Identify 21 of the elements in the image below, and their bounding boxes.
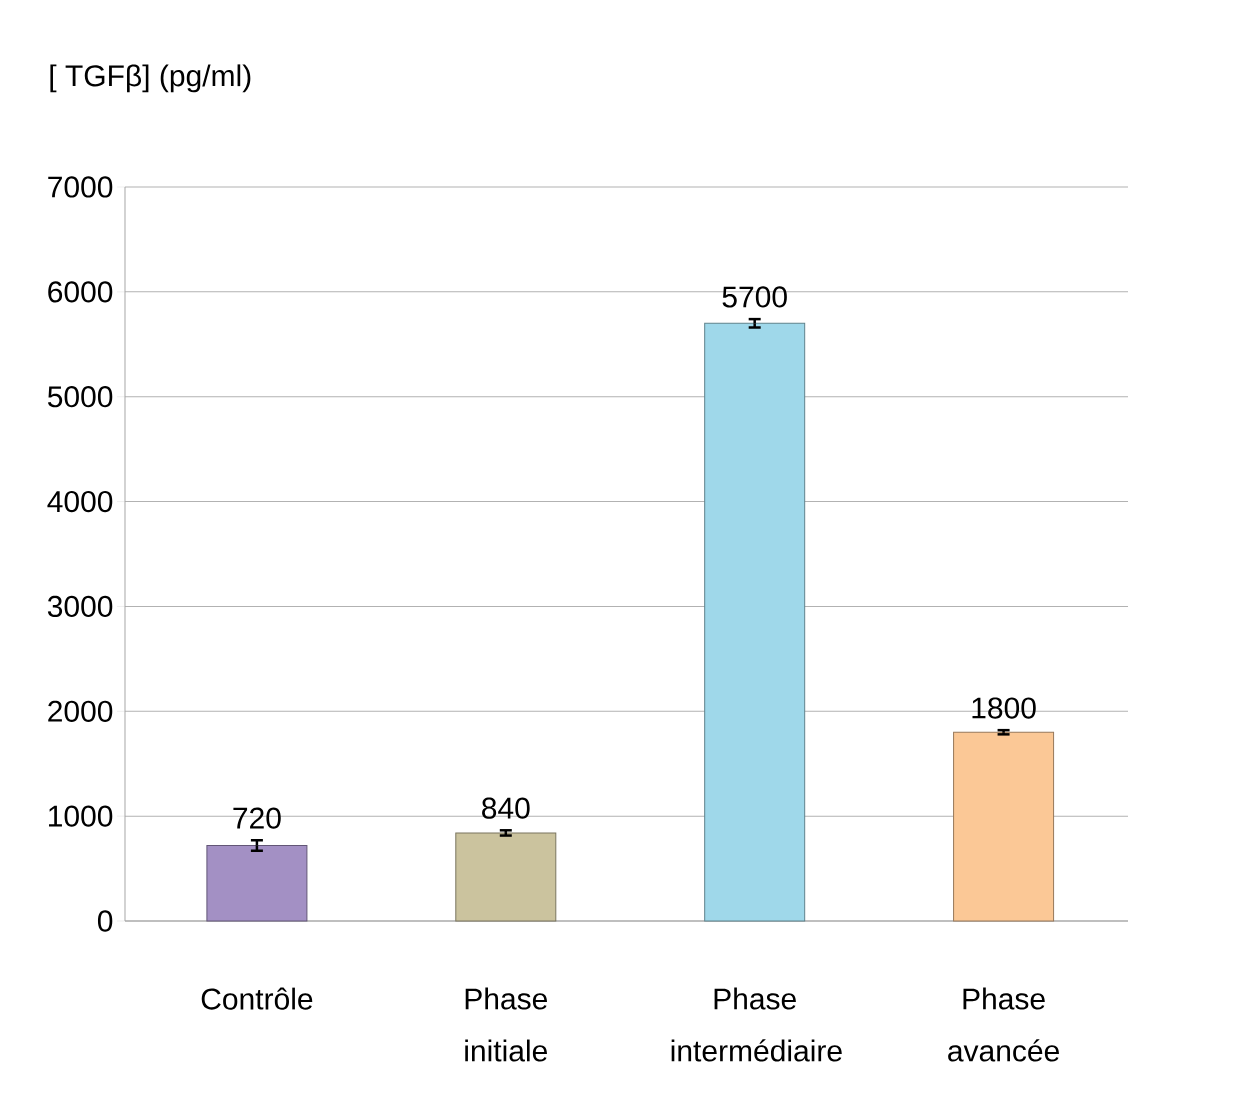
data-label: 840 [482, 797, 530, 819]
bar [953, 731, 1055, 922]
x-tick-label: Phase avancée [948, 987, 1059, 1062]
y-tick-label: 7000 [48, 176, 113, 198]
bar [704, 322, 806, 922]
x-tick-label: Phase initiale [465, 987, 547, 1062]
y-tick-label: 3000 [47, 595, 113, 618]
y-tick-label: 1000 [49, 805, 113, 827]
data-label: 720 [233, 807, 281, 829]
y-tick-label: 0 [97, 910, 113, 932]
y-axis-title: [ TGFβ] (pg/ml) [50, 64, 251, 93]
data-label: 5700 [722, 286, 787, 308]
bar [455, 832, 557, 922]
y-tick-label: 5000 [47, 386, 113, 408]
y-tick-label: 2000 [48, 700, 113, 722]
y-tick-label: 6000 [48, 281, 113, 303]
x-tick-label: Contrôle [201, 987, 313, 1010]
data-label: 1800 [972, 697, 1036, 719]
x-tick-label: Phase intermédiaire [671, 987, 842, 1062]
y-tick-label: 4000 [47, 490, 113, 513]
bar [206, 845, 308, 922]
